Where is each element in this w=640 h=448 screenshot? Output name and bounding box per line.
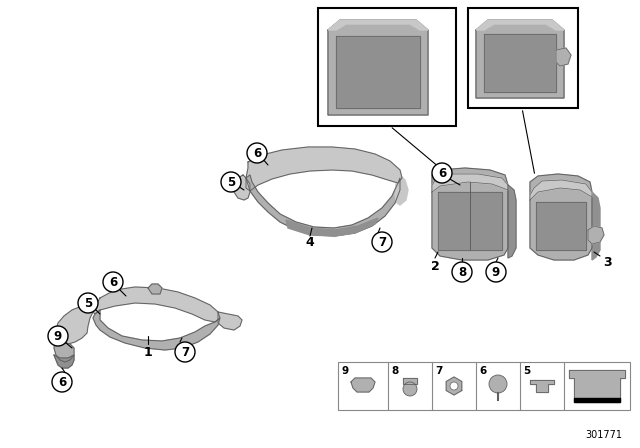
Text: 7: 7	[181, 346, 189, 359]
Polygon shape	[403, 378, 417, 384]
Circle shape	[103, 272, 123, 292]
Polygon shape	[395, 175, 408, 205]
Polygon shape	[93, 287, 220, 322]
Polygon shape	[569, 370, 625, 402]
Polygon shape	[476, 20, 564, 30]
Polygon shape	[336, 36, 420, 108]
Text: 6: 6	[109, 276, 117, 289]
Circle shape	[450, 382, 458, 390]
Text: 8: 8	[458, 266, 466, 279]
Polygon shape	[556, 48, 571, 66]
Text: 2: 2	[431, 259, 440, 272]
Text: 6: 6	[479, 366, 486, 376]
Polygon shape	[592, 192, 600, 260]
Polygon shape	[476, 20, 564, 98]
Circle shape	[452, 262, 472, 282]
Text: 3: 3	[604, 255, 612, 268]
Polygon shape	[286, 218, 378, 236]
Text: 7: 7	[378, 236, 386, 249]
Circle shape	[432, 163, 452, 183]
Text: 1: 1	[143, 345, 152, 358]
Circle shape	[48, 326, 68, 346]
Polygon shape	[484, 34, 556, 92]
Polygon shape	[530, 380, 554, 392]
Polygon shape	[328, 20, 428, 30]
Text: 7: 7	[435, 366, 442, 376]
Circle shape	[489, 375, 507, 393]
Circle shape	[247, 143, 267, 163]
Circle shape	[221, 172, 241, 192]
Text: 8: 8	[391, 366, 398, 376]
Polygon shape	[54, 337, 74, 362]
Polygon shape	[148, 284, 162, 294]
Polygon shape	[54, 355, 74, 368]
Text: 5: 5	[523, 366, 531, 376]
Polygon shape	[56, 304, 96, 344]
Text: 301771: 301771	[585, 430, 622, 440]
Polygon shape	[530, 180, 592, 200]
Bar	[318, 8, 456, 126]
Text: 6: 6	[58, 376, 66, 389]
Polygon shape	[508, 185, 516, 258]
Circle shape	[372, 232, 392, 252]
Text: 6: 6	[438, 167, 446, 180]
Circle shape	[486, 262, 506, 282]
Polygon shape	[446, 377, 462, 395]
Text: 5: 5	[227, 176, 235, 189]
Polygon shape	[536, 202, 586, 250]
Polygon shape	[246, 175, 400, 236]
Polygon shape	[588, 226, 604, 244]
Text: 5: 5	[84, 297, 92, 310]
Text: 4: 4	[306, 237, 314, 250]
Polygon shape	[432, 168, 508, 260]
Polygon shape	[218, 312, 242, 330]
Polygon shape	[234, 175, 250, 200]
Text: 6: 6	[253, 147, 261, 160]
Polygon shape	[438, 192, 502, 250]
Polygon shape	[328, 20, 428, 115]
Text: 9: 9	[54, 330, 62, 343]
Polygon shape	[351, 378, 375, 392]
Bar	[468, 8, 578, 108]
Circle shape	[175, 342, 195, 362]
Circle shape	[52, 372, 72, 392]
Circle shape	[78, 293, 98, 313]
Text: 9: 9	[341, 366, 348, 376]
Polygon shape	[432, 174, 508, 192]
Bar	[338, 362, 630, 410]
Polygon shape	[93, 310, 220, 350]
Polygon shape	[246, 147, 402, 191]
Text: 9: 9	[492, 266, 500, 279]
Polygon shape	[574, 398, 620, 402]
Polygon shape	[530, 174, 592, 260]
Circle shape	[403, 382, 417, 396]
